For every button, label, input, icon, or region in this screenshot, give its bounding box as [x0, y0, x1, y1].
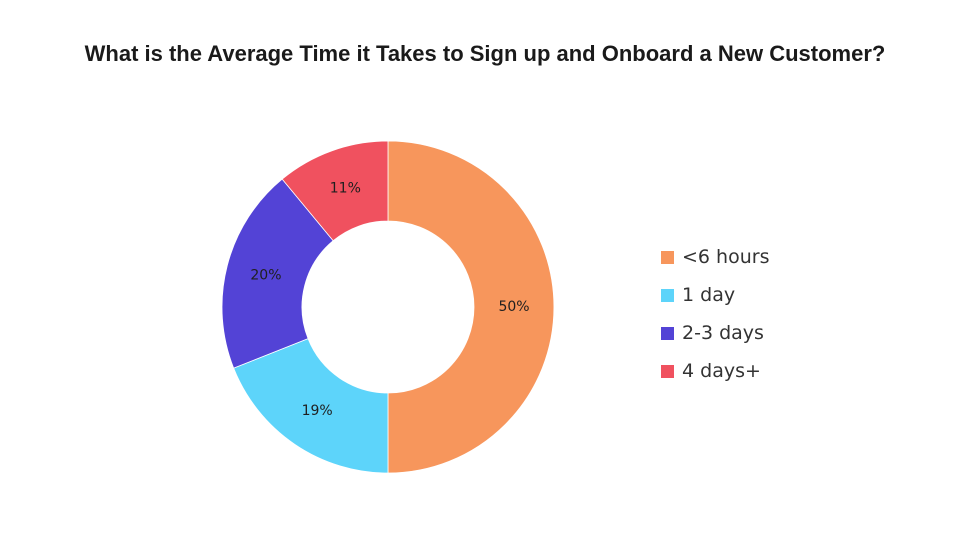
legend-item-1-day: 1 day: [661, 276, 769, 314]
legend-item-4-days: 4 days+: [661, 352, 769, 390]
slice-1-day: [233, 338, 389, 474]
slice-label-1-day: 19%: [302, 403, 333, 419]
slice-label-6-hours: 50%: [498, 299, 529, 315]
legend-label: 2-3 days: [682, 322, 764, 344]
legend-label: 1 day: [682, 284, 736, 306]
donut-slices: [221, 140, 555, 474]
legend-item-2-3-days: 2-3 days: [661, 314, 769, 352]
legend-swatch: [661, 326, 674, 340]
legend-swatch: [661, 250, 674, 264]
slice-4-days: [281, 140, 389, 242]
chart-title: What is the Average Time it Takes to Sig…: [84, 41, 886, 66]
slice-2-3-days: [221, 178, 334, 369]
donut-labels: 50% 19% 20% 11%: [250, 180, 529, 419]
legend-label: <6 hours: [682, 246, 770, 268]
slice-label-2-3-days: 20%: [250, 268, 281, 284]
legend-swatch: [661, 288, 674, 302]
legend-swatch: [661, 364, 674, 378]
slice-6-hours: [387, 140, 555, 474]
slice-label-4-days: 11%: [330, 180, 361, 196]
chart-legend: <6 hours 1 day 2-3 days 4 days+: [661, 238, 769, 390]
legend-label: 4 days+: [682, 360, 761, 382]
legend-item-6-hours: <6 hours: [661, 238, 769, 276]
